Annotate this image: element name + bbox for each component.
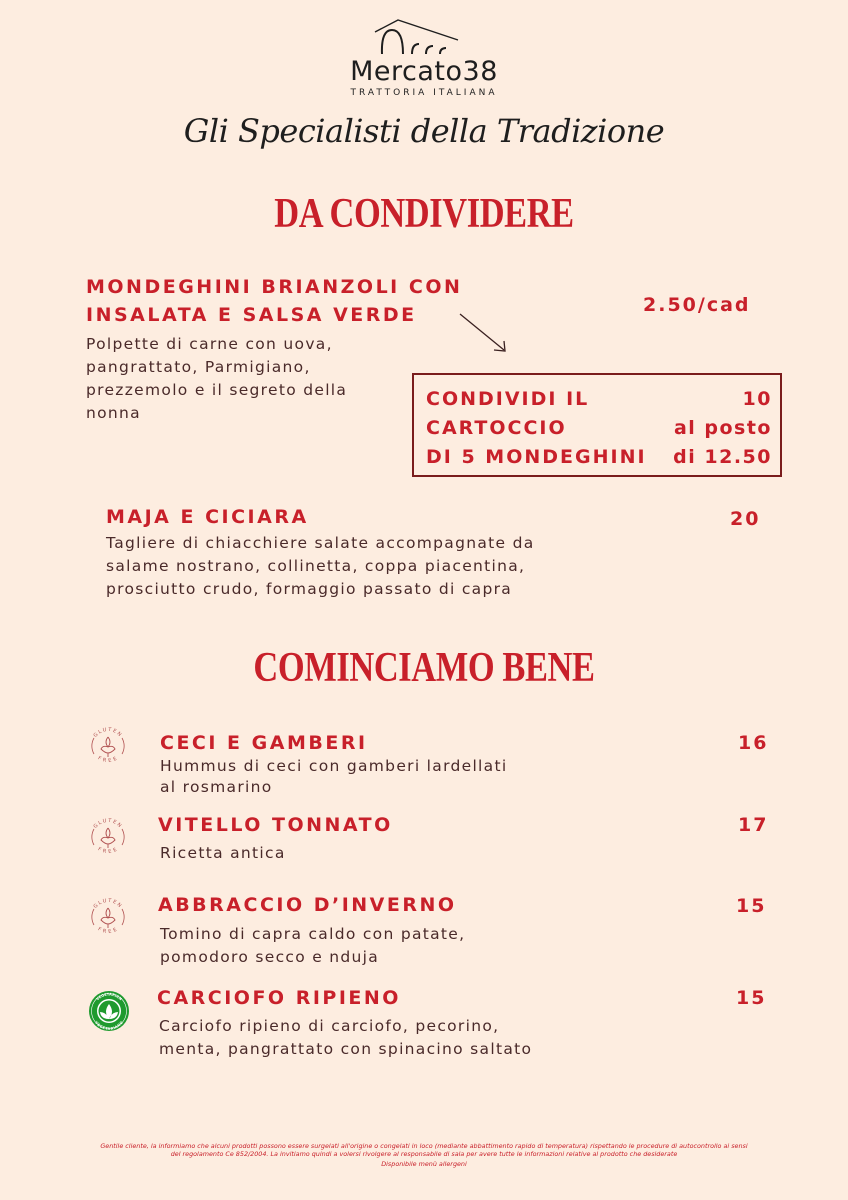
- allergen-menu-note: Disponibile menù allergeni: [381, 1160, 467, 1168]
- gluten-free-icon: GLUTEN FREE: [91, 727, 125, 764]
- desc-line: pangrattato, Parmigiano,: [86, 358, 311, 376]
- desc-line: menta, pangrattato con spinacino saltato: [159, 1040, 533, 1058]
- vegetarian-icon: VEGETARIAN VEGETARIANO: [89, 991, 129, 1031]
- item-description: Tagliere di chiacchiere salate accompagn…: [106, 532, 535, 601]
- item-price: 15: [736, 987, 767, 1009]
- logo-subtitle: TRATTORIA ITALIANA: [350, 88, 498, 98]
- item-title: CARCIOFO RIPIENO: [157, 987, 401, 1009]
- item-description: Polpette di carne con uova, pangrattato,…: [86, 333, 347, 425]
- desc-line: prosciutto crudo, formaggio passato di c…: [106, 580, 513, 598]
- logo-building-icon: [374, 19, 459, 55]
- item-price: 15: [736, 895, 767, 917]
- desc-line: Tagliere di chiacchiere salate accompagn…: [106, 534, 535, 552]
- promo-line: DI 5 MONDEGHINI: [426, 446, 647, 468]
- desc-line: prezzemolo e il segreto della: [86, 381, 348, 399]
- promo-line: CARTOCCIO: [426, 417, 567, 439]
- gluten-free-icon: GLUTEN FREE: [91, 898, 125, 935]
- item-description: Ricetta antica: [160, 842, 286, 865]
- item-title: MAJA E CICIARA: [106, 506, 309, 528]
- free-label: FREE: [97, 846, 120, 855]
- desc-line: Ricetta antica: [160, 844, 286, 862]
- desc-line: pomodoro secco e nduja: [160, 948, 380, 966]
- item-description: Carciofo ripieno di carciofo, pecorino, …: [159, 1015, 532, 1061]
- item-price: 16: [738, 732, 769, 754]
- desc-line: Hummus di ceci con gamberi lardellati: [160, 757, 508, 775]
- section-title: DA CONDIVIDERE: [274, 191, 574, 237]
- section-title: COMINCIAMO BENE: [253, 645, 595, 691]
- gluten-free-icon: GLUTEN FREE: [91, 818, 125, 855]
- promo-box: CONDIVIDI IL CARTOCCIO DI 5 MONDEGHINI 1…: [412, 373, 782, 477]
- desc-line: al rosmarino: [160, 778, 273, 796]
- item-price: 2.50/cad: [643, 294, 751, 316]
- footer-notice: Gentile cliente, la informiamo che alcun…: [100, 1142, 748, 1158]
- desc-line: Tomino di capra caldo con patate,: [160, 925, 466, 943]
- free-label: FREE: [97, 926, 120, 935]
- logo-name: Mercato38: [350, 56, 498, 87]
- desc-line: Polpette di carne con uova,: [86, 335, 333, 353]
- desc-line: salame nostrano, collinetta, coppa piace…: [106, 557, 526, 575]
- item-title: MONDEGHINI BRIANZOLI CON INSALATA E SALS…: [86, 273, 462, 329]
- promo-line: CONDIVIDI IL: [426, 388, 590, 410]
- item-price: 20: [730, 508, 761, 530]
- promo-price: 10: [742, 388, 772, 410]
- item-title-line: MONDEGHINI BRIANZOLI CON: [86, 276, 463, 298]
- tagline: Gli Specialisti della Tradizione: [183, 112, 665, 150]
- item-title: VITELLO TONNATO: [158, 814, 393, 836]
- item-title: ABBRACCIO D’INVERNO: [158, 894, 457, 916]
- desc-line: nonna: [86, 404, 141, 422]
- item-title-line: INSALATA E SALSA VERDE: [86, 304, 417, 326]
- item-title: CECI E GAMBERI: [160, 732, 368, 754]
- item-description: Hummus di ceci con gamberi lardellati al…: [160, 756, 507, 798]
- promo-price: di 12.50: [673, 446, 772, 468]
- item-price: 17: [738, 814, 769, 836]
- arrow-icon: [459, 313, 506, 352]
- free-label: FREE: [97, 755, 120, 764]
- promo-price: al posto: [673, 417, 772, 439]
- item-description: Tomino di capra caldo con patate, pomodo…: [160, 923, 465, 969]
- desc-line: Carciofo ripieno di carciofo, pecorino,: [159, 1017, 500, 1035]
